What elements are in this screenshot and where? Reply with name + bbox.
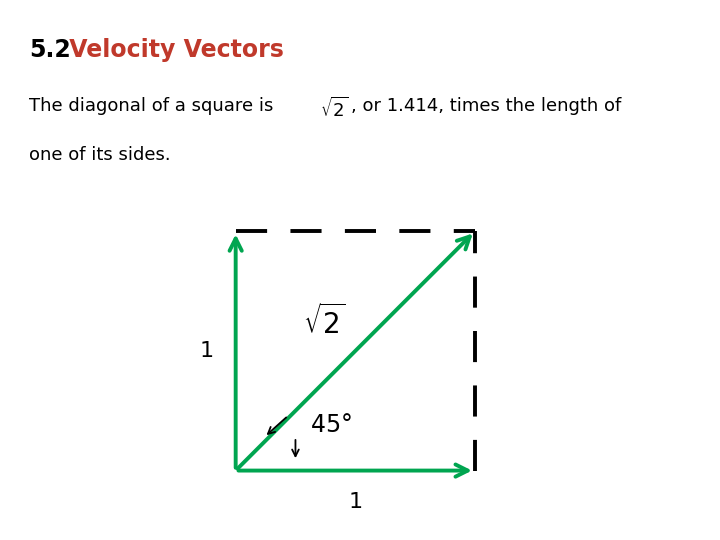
Text: The diagonal of a square is: The diagonal of a square is [29, 97, 279, 115]
Text: $45°$: $45°$ [310, 413, 351, 437]
Text: 1: 1 [348, 491, 362, 512]
Text: one of its sides.: one of its sides. [29, 146, 171, 164]
Text: , or 1.414, times the length of: , or 1.414, times the length of [351, 97, 621, 115]
Text: 1: 1 [200, 341, 214, 361]
Text: $\sqrt{2}$: $\sqrt{2}$ [320, 97, 348, 122]
Text: Velocity Vectors: Velocity Vectors [61, 38, 284, 62]
Text: $\sqrt{2}$: $\sqrt{2}$ [302, 305, 346, 340]
Text: 5.2: 5.2 [29, 38, 71, 62]
